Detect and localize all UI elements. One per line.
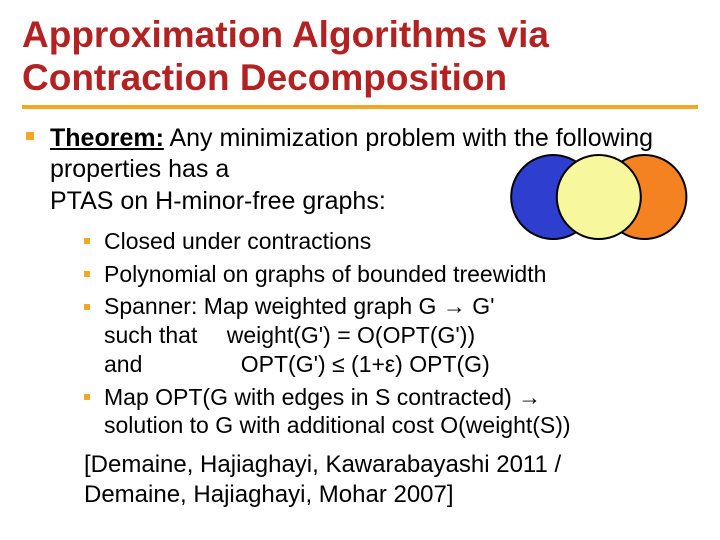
arrow-icon: → [518, 384, 541, 410]
bullet-dot-icon [26, 132, 34, 140]
sub-bullet-4-l1a: Map OPT(G with edges in S contracted) [104, 384, 518, 410]
theorem-text: Theorem: Any minimization problem with t… [50, 123, 698, 217]
arrow-icon: → [443, 293, 466, 319]
citation-line-2: Demaine, Hajiaghayi, Mohar 2007] [84, 481, 454, 508]
title-underline-rule [22, 105, 698, 109]
title-line-1: Approximation Algorithms via [22, 14, 698, 57]
citation: [Demaine, Hajiaghayi, Kawarabayashi 2011… [84, 450, 698, 510]
bullet-dot-icon [84, 394, 90, 400]
sub-bullet-4-l2: solution to G with additional cost O(wei… [104, 412, 571, 438]
sub-bullet-2-text: Polynomial on graphs of bounded treewidt… [104, 261, 546, 287]
slide-root: Approximation Algorithms via Contraction… [0, 0, 720, 540]
title-line-2: Contraction Decomposition [22, 57, 698, 100]
sub-bullet-1: Closed under contractions [84, 227, 698, 256]
theorem-bullet: Theorem: Any minimization problem with t… [22, 123, 698, 510]
sub-bullet-4: Map OPT(G with edges in S contracted) → … [84, 383, 698, 441]
sub-bullet-3: Spanner: Map weighted graph G → G' such … [84, 292, 698, 378]
slide-title: Approximation Algorithms via Contraction… [22, 14, 698, 99]
sub-bullet-3-l1b: G' [466, 293, 495, 319]
sub-bullet-3-l1a: Spanner: Map weighted graph G [104, 293, 443, 319]
bullet-dot-icon [84, 238, 90, 244]
bullet-list: Theorem: Any minimization problem with t… [22, 123, 698, 510]
sub-bullet-2: Polynomial on graphs of bounded treewidt… [84, 260, 698, 289]
theorem-line-3: PTAS on H-minor-free graphs: [50, 187, 386, 215]
citation-line-1: [Demaine, Hajiaghayi, Kawarabayashi 2011… [84, 451, 561, 478]
bullet-dot-icon [84, 304, 90, 310]
theorem-label: Theorem: [50, 124, 164, 152]
sub-bullet-3-l2: such that weight(G') = O(OPT(G')) [104, 322, 475, 348]
sub-bullet-3-l3: and OPT(G') ≤ (1+ε) OPT(G) [104, 351, 490, 377]
bullet-dot-icon [84, 271, 90, 277]
sub-bullet-list: Closed under contractions Polynomial on … [50, 227, 698, 440]
sub-bullet-1-text: Closed under contractions [104, 228, 371, 254]
